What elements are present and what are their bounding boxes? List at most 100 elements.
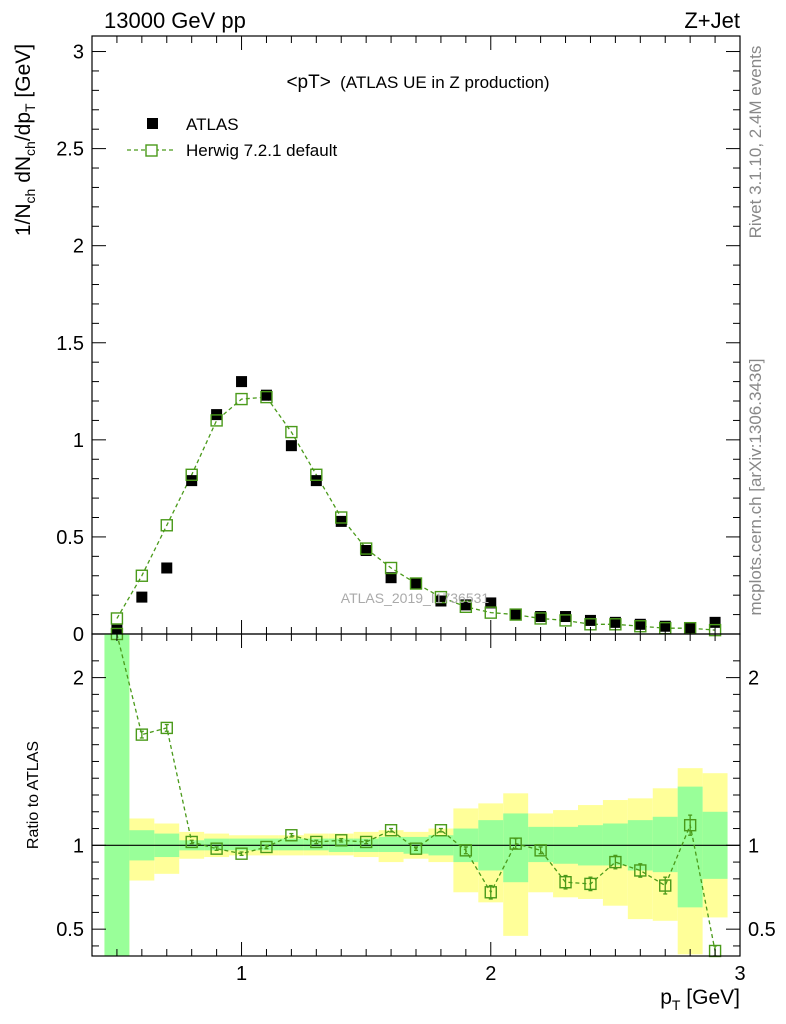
band-inner: [677, 786, 703, 908]
ratio-ytick-label: 1: [73, 835, 84, 857]
ylabel-unit: [GeV]: [12, 44, 35, 104]
ratio-herwig-point: [509, 837, 522, 850]
ylabel-sub1: ch: [22, 189, 38, 204]
herwig-point: [310, 468, 323, 481]
ratio-ytick-label: 0.5: [56, 919, 84, 941]
ratio-herwig-point: [459, 844, 473, 857]
ratio-ylabel: Ratio to ATLAS: [25, 741, 42, 849]
herwig-point: [210, 414, 223, 427]
atlas-point: [161, 562, 173, 574]
ratio-herwig-point: [310, 835, 323, 849]
main-axes: 0 0.5 1 1.5 2 2.5 3: [56, 36, 740, 646]
legend-herwig-label: Herwig 7.2.1 default: [186, 141, 337, 160]
herwig-point: [335, 511, 348, 524]
main-ytick-label: 3: [73, 42, 84, 64]
ratio-herwig-point: [584, 877, 597, 891]
herwig-point: [509, 608, 522, 621]
ratio-herwig-point: [609, 855, 622, 869]
main-ytick-label: 1: [73, 430, 84, 452]
ratio-herwig-point: [659, 879, 672, 892]
ratio-herwig-point: [634, 864, 647, 877]
band-inner: [254, 838, 279, 851]
title-sub: (ATLAS UE in Z production): [340, 73, 549, 92]
ylabel-main: 1/N: [12, 203, 35, 236]
atlas-point: [335, 515, 347, 527]
main-title: <pT> (ATLAS UE in Z production): [286, 72, 549, 93]
xlabel-main: p: [660, 986, 672, 1009]
ratio-ytick-label-right: 2: [748, 668, 759, 690]
herwig-point: [285, 425, 298, 439]
band-inner: [278, 838, 304, 851]
ratio-herwig-point: [210, 842, 223, 855]
herwig-point: [160, 519, 173, 532]
main-ytick-label: 1.5: [56, 333, 84, 355]
band-inner: [204, 838, 230, 851]
atlas-point: [609, 616, 621, 628]
ratio-herwig-point: [559, 876, 572, 889]
ratio-ytick-label-right: 0.5: [748, 919, 776, 941]
legend-atlas-label: ATLAS: [186, 115, 239, 134]
band-inner: [104, 634, 130, 956]
atlas-point: [360, 545, 372, 557]
ratio-panel: 0.5 0.5 1 1 2 2 1 2 3 Ratio to ATLAS pT [GeV]: [25, 627, 776, 1013]
atlas-point: [385, 572, 397, 584]
ratio-xlabel: pT [GeV]: [660, 986, 740, 1013]
atlas-point: [260, 389, 272, 401]
title-main: <pT>: [286, 72, 330, 93]
ratio-marks: [110, 627, 722, 958]
main-ytick-label: 2.5: [56, 139, 84, 161]
ratio-axes: 0.5 0.5 1 1 2 2 1 2 3: [56, 634, 776, 985]
atlas-point: [485, 597, 497, 609]
herwig-point: [459, 600, 473, 614]
legend: ATLAS Herwig 7.2.1 default: [127, 115, 337, 160]
herwig-point: [135, 569, 149, 582]
atlas-point: [659, 620, 671, 632]
atlas-point: [460, 599, 472, 611]
ratio-herwig-point: [534, 844, 547, 857]
ylabel-tail: /dp: [12, 112, 35, 141]
herwig-point: [235, 392, 248, 406]
ratio-herwig-point: [434, 824, 448, 837]
watermark: ATLAS_2019_I1736531: [341, 590, 490, 606]
atlas-point: [285, 440, 297, 452]
band-inner: [303, 838, 329, 851]
herwig-point: [185, 468, 198, 481]
main-panel: 0 0.5 1 1.5 2 2.5 3 <pT> (ATLAS UE in Z produc…: [12, 35, 741, 646]
atlas-point: [136, 591, 148, 603]
band-inner: [652, 816, 678, 873]
ratio-ytick-label-right: 1: [748, 835, 759, 857]
ratio-herwig-point: [260, 840, 273, 854]
ratio-herwig-point: [135, 728, 149, 741]
herwig-point: [434, 590, 448, 604]
ratio-herwig-point: [335, 834, 348, 847]
ratio-herwig-point: [160, 721, 173, 735]
xlabel-unit: [GeV]: [680, 986, 740, 1009]
legend-atlas-marker: [147, 118, 158, 129]
main-ytick-label: 0: [73, 624, 84, 646]
header-right: Z+Jet: [684, 8, 740, 33]
xlabel-sub: T: [672, 997, 681, 1013]
ratio-herwig-point: [683, 818, 697, 832]
mcplots-label: mcplots.cern.ch [arXiv:1306.3436]: [746, 358, 765, 615]
main-ylabel: 1/Nch dNch/dpT [GeV]: [12, 44, 38, 236]
ylabel-mid: dN: [12, 156, 35, 189]
ratio-herwig-point: [285, 829, 298, 842]
herwig-point: [534, 612, 547, 625]
ylabel-sub3: T: [22, 103, 38, 112]
ratio-herwig-point: [484, 886, 497, 899]
atlas-point: [709, 616, 721, 628]
ratio-xtick-label: 3: [734, 963, 745, 985]
herwig-point: [559, 614, 572, 627]
main-ytick-label: 0.5: [56, 527, 84, 549]
header-left: 13000 GeV pp: [104, 8, 246, 33]
herwig-point: [110, 612, 124, 625]
atlas-point: [634, 618, 646, 630]
atlas-point: [236, 376, 248, 388]
atlas-point: [535, 611, 547, 623]
herwig-point: [409, 577, 423, 590]
ratio-herwig-point: [235, 847, 248, 860]
rivet-label: Rivet 3.1.10, 2.4M events: [746, 46, 765, 239]
atlas-point: [584, 614, 596, 626]
atlas-point: [410, 578, 422, 590]
herwig-point: [359, 542, 373, 555]
